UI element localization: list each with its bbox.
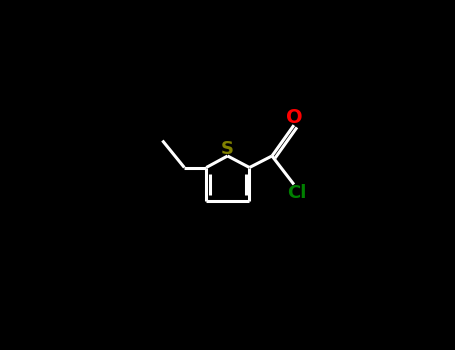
Text: O: O bbox=[286, 108, 302, 127]
Text: S: S bbox=[221, 140, 234, 158]
Text: Cl: Cl bbox=[287, 183, 306, 202]
